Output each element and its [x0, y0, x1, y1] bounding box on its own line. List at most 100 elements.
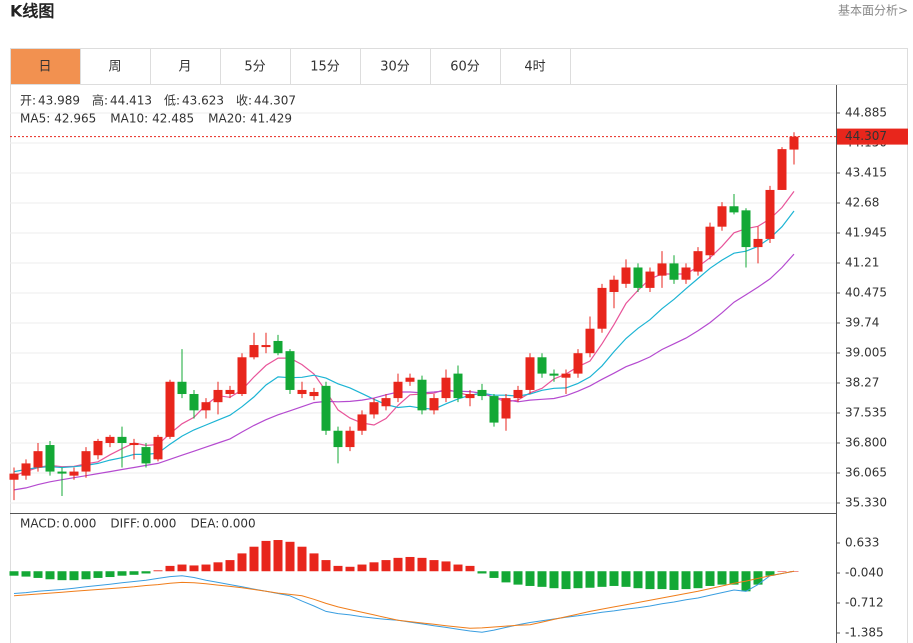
candle-body [201, 402, 211, 411]
y-tick-label: 36.800 [845, 436, 887, 450]
legend-label: MA20: [208, 112, 246, 126]
candle-body [753, 238, 763, 248]
macd-bar [729, 571, 739, 585]
macd-bar [645, 571, 655, 590]
tab[interactable] [290, 48, 361, 85]
macd-bar [681, 571, 691, 590]
macd-bar [45, 571, 55, 580]
macd-bar [717, 571, 727, 585]
macd-bar [309, 553, 319, 572]
candle-body [249, 345, 259, 358]
legend-value: 0.000 [142, 517, 176, 531]
tab[interactable] [360, 48, 431, 85]
macd-bar [465, 565, 475, 572]
candle-body [489, 396, 499, 423]
y-tick-label: 43.415 [845, 166, 887, 180]
candle-body [213, 389, 223, 403]
macd-bar [489, 571, 499, 578]
macd-bar [633, 571, 643, 589]
tab-label[interactable]: 15分 [310, 60, 340, 75]
macd-bar [573, 571, 583, 589]
candle-body [477, 389, 487, 397]
macd-bar [21, 571, 31, 577]
candle-body [177, 381, 187, 395]
candle-body [21, 463, 31, 476]
macd-bar [93, 571, 103, 578]
tab-label[interactable]: 60分 [450, 60, 480, 75]
tab[interactable] [220, 48, 291, 85]
y-tick-label: 38.27 [845, 376, 879, 390]
legend-label: 高: [92, 93, 108, 108]
macd-bar [657, 571, 667, 590]
legend-label: MACD: [20, 517, 60, 531]
macd-bar [189, 565, 199, 572]
macd-bar [777, 571, 787, 572]
y-tick-label: 0.633 [845, 536, 879, 550]
y-tick-label: 35.330 [845, 496, 887, 510]
tab-label[interactable]: 30分 [380, 60, 410, 75]
candle-body [669, 263, 679, 280]
tab-label[interactable]: 5分 [244, 60, 265, 75]
macd-bar [165, 565, 175, 572]
tab-label[interactable]: 月 [178, 60, 191, 75]
y-tick-label: 42.68 [845, 196, 879, 210]
y-tick-label: -1.385 [845, 626, 884, 640]
candle-body [141, 447, 151, 464]
tab[interactable] [10, 48, 81, 85]
last-price-tag [837, 128, 908, 145]
candle-body [93, 440, 103, 456]
macd-bar [57, 571, 67, 581]
tab-label[interactable]: 4时 [524, 60, 545, 75]
macd-bar [297, 546, 307, 572]
macd-bar [621, 571, 631, 587]
y-tick-label: 40.475 [845, 286, 887, 300]
macd-bar [345, 566, 355, 572]
candle-body [285, 351, 295, 390]
tab-label[interactable]: 周 [108, 60, 121, 75]
legend-label: 开: [20, 94, 36, 108]
macd-bar [765, 571, 775, 576]
candle-body [9, 473, 19, 480]
macd-bar [273, 540, 283, 572]
legend-label: DEA: [190, 517, 219, 531]
legend-value: 42.965 [54, 112, 96, 126]
legend-value: 41.429 [250, 112, 292, 126]
macd-bar [669, 571, 679, 590]
candle-body [777, 149, 787, 190]
tab[interactable] [500, 48, 571, 85]
candle-body [585, 328, 595, 354]
candle-body [81, 451, 91, 472]
macd-bar [9, 571, 19, 576]
legend-value: 0.000 [221, 517, 255, 531]
candle-body [225, 389, 235, 395]
macd-bar [525, 571, 535, 586]
candle-body [381, 398, 391, 407]
macd-bar [513, 571, 523, 585]
macd-bar [153, 570, 163, 572]
tab[interactable] [80, 48, 151, 85]
candle-body [537, 357, 547, 374]
tab-label[interactable]: 日 [38, 60, 51, 75]
macd-bar [537, 571, 547, 587]
candle-body [765, 189, 775, 239]
candle-body [297, 389, 307, 395]
macd-bar [249, 546, 259, 572]
legend-value: 42.485 [152, 112, 194, 126]
legend-value: 43.989 [38, 94, 80, 108]
macd-bar [201, 564, 211, 572]
candle-body [441, 377, 451, 399]
macd-bar [369, 562, 379, 572]
fundamental-link[interactable]: 基本面分析> [838, 4, 908, 18]
candle-body [453, 373, 463, 399]
y-tick-label: -0.712 [845, 595, 884, 609]
legend-label: MA5: [20, 112, 50, 126]
candle-body [105, 436, 115, 443]
candle-body [153, 436, 163, 460]
tab[interactable] [150, 48, 221, 85]
macd-bar [285, 541, 295, 572]
y-tick-label: 44.885 [845, 106, 887, 120]
ma-line [13, 210, 795, 473]
y-tick-label: 37.535 [845, 406, 887, 420]
macd-bar [129, 571, 139, 575]
